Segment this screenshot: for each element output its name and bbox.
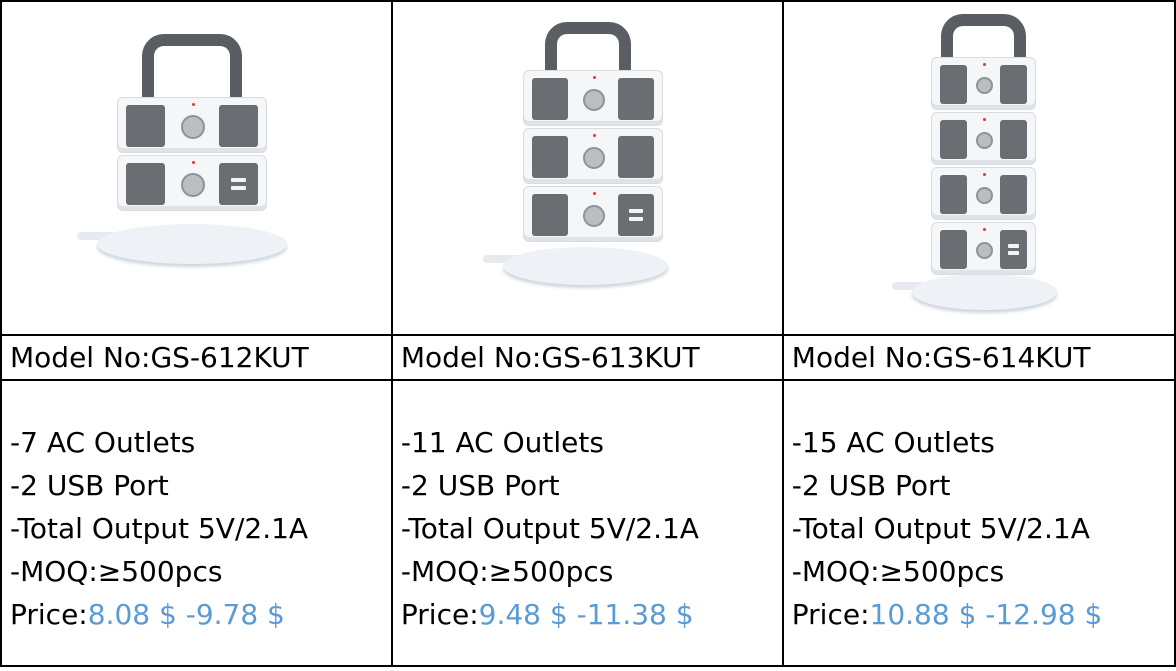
power-cord (891, 282, 932, 290)
indicator-led-icon (983, 228, 987, 231)
usb-port-panel (219, 163, 258, 205)
ac-outlet-icon (531, 194, 568, 236)
carry-handle (940, 14, 1026, 63)
model-number: Model No:GS-612KUT (0, 334, 393, 381)
carry-handle (544, 22, 631, 76)
tower-base (502, 247, 668, 285)
product-image-cell (390, 0, 784, 336)
model-number: Model No:GS-613KUT (390, 334, 784, 381)
carry-handle (142, 34, 242, 103)
usb-port-panel (999, 230, 1027, 269)
ac-outlet-icon (939, 65, 967, 104)
indicator-led-icon (983, 118, 987, 121)
usb-port-icon (1007, 251, 1019, 256)
ac-outlet-icon (617, 78, 654, 120)
spec-cell: -7 AC Outlets -2 USB Port -Total Output … (0, 379, 393, 667)
power-switch-icon (975, 187, 993, 204)
ac-outlet-icon (939, 230, 967, 269)
usb-port-panel (617, 194, 654, 236)
indicator-led-icon (592, 134, 596, 137)
spec-output: -Total Output 5V/2.1A (10, 512, 309, 545)
power-switch-icon (975, 242, 993, 259)
ac-outlet-icon (531, 78, 568, 120)
product-image-cell (781, 0, 1176, 336)
power-switch-icon (582, 205, 605, 227)
tower-base (911, 274, 1057, 310)
tower-tier (117, 155, 267, 211)
power-switch-icon (582, 147, 605, 169)
tower-tier (522, 128, 663, 184)
spec-output: -Total Output 5V/2.1A (791, 512, 1090, 545)
price-line: Price:10.88 $ -12.98 $ (792, 593, 1174, 636)
indicator-led-icon (192, 161, 195, 164)
power-strip-tower-image (2, 2, 393, 334)
power-switch-icon (582, 89, 605, 111)
spec-moq: -MOQ:≥500pcs (400, 555, 614, 588)
image-row (0, 0, 1176, 336)
tower-tier (930, 112, 1036, 165)
spec-row: -7 AC Outlets -2 USB Port -Total Output … (0, 379, 1176, 667)
tower-tier (117, 97, 267, 153)
tower-tier (930, 222, 1036, 275)
usb-port-icon (1007, 243, 1019, 248)
spec-outlets: -11 AC Outlets (400, 426, 604, 459)
power-cord (77, 232, 117, 240)
power-switch-icon (181, 173, 205, 197)
indicator-led-icon (983, 173, 987, 176)
power-switch-icon (181, 115, 205, 139)
spec-output: -Total Output 5V/2.1A (400, 512, 699, 545)
tower-tier (522, 186, 663, 242)
spec-usb: -2 USB Port (400, 469, 560, 502)
usb-port-icon (230, 186, 247, 191)
model-row: Model No:GS-612KUT Model No:GS-613KUT Mo… (0, 334, 1176, 381)
power-cord (482, 255, 523, 263)
tower-tier (522, 70, 663, 126)
spec-usb: -2 USB Port (10, 469, 169, 502)
price-line: Price:9.48 $ -11.38 $ (401, 593, 782, 636)
spec-moq: -MOQ:≥500pcs (791, 555, 1005, 588)
tower-tier (930, 57, 1036, 110)
tower-tier (930, 167, 1036, 220)
product-image-cell (0, 0, 393, 336)
tower-base (97, 224, 287, 264)
spec-cell: -15 AC Outlets -2 USB Port -Total Output… (781, 379, 1176, 667)
power-strip-tower-image (393, 2, 784, 334)
price-label: Price: (10, 598, 88, 631)
ac-outlet-icon (939, 120, 967, 159)
usb-port-icon (628, 217, 644, 222)
power-switch-icon (975, 132, 993, 149)
power-switch-icon (975, 77, 993, 94)
usb-port-icon (230, 177, 247, 182)
ac-outlet-icon (531, 136, 568, 178)
price-line: Price:8.08 $ -9.78 $ (10, 593, 391, 636)
model-number: Model No:GS-614KUT (781, 334, 1176, 381)
price-value: 8.08 $ -9.78 $ (87, 598, 285, 631)
price-value: 9.48 $ -11.38 $ (478, 598, 694, 631)
usb-port-icon (628, 208, 644, 213)
spec-moq: -MOQ:≥500pcs (10, 555, 223, 588)
indicator-led-icon (592, 76, 596, 79)
spec-outlets: -7 AC Outlets (10, 426, 196, 459)
price-value: 10.88 $ -12.98 $ (869, 598, 1103, 631)
ac-outlet-icon (939, 175, 967, 214)
ac-outlet-icon (126, 163, 165, 205)
price-label: Price: (791, 598, 870, 631)
ac-outlet-icon (126, 105, 165, 147)
ac-outlet-icon (219, 105, 258, 147)
indicator-led-icon (983, 63, 987, 66)
power-strip-tower-image (784, 2, 1175, 334)
indicator-led-icon (592, 192, 596, 195)
spec-cell: -11 AC Outlets -2 USB Port -Total Output… (390, 379, 784, 667)
price-label: Price: (400, 598, 479, 631)
indicator-led-icon (192, 103, 195, 106)
spec-usb: -2 USB Port (791, 469, 951, 502)
ac-outlet-icon (617, 136, 654, 178)
ac-outlet-icon (999, 65, 1027, 104)
ac-outlet-icon (999, 175, 1027, 214)
ac-outlet-icon (999, 120, 1027, 159)
spec-outlets: -15 AC Outlets (791, 426, 995, 459)
